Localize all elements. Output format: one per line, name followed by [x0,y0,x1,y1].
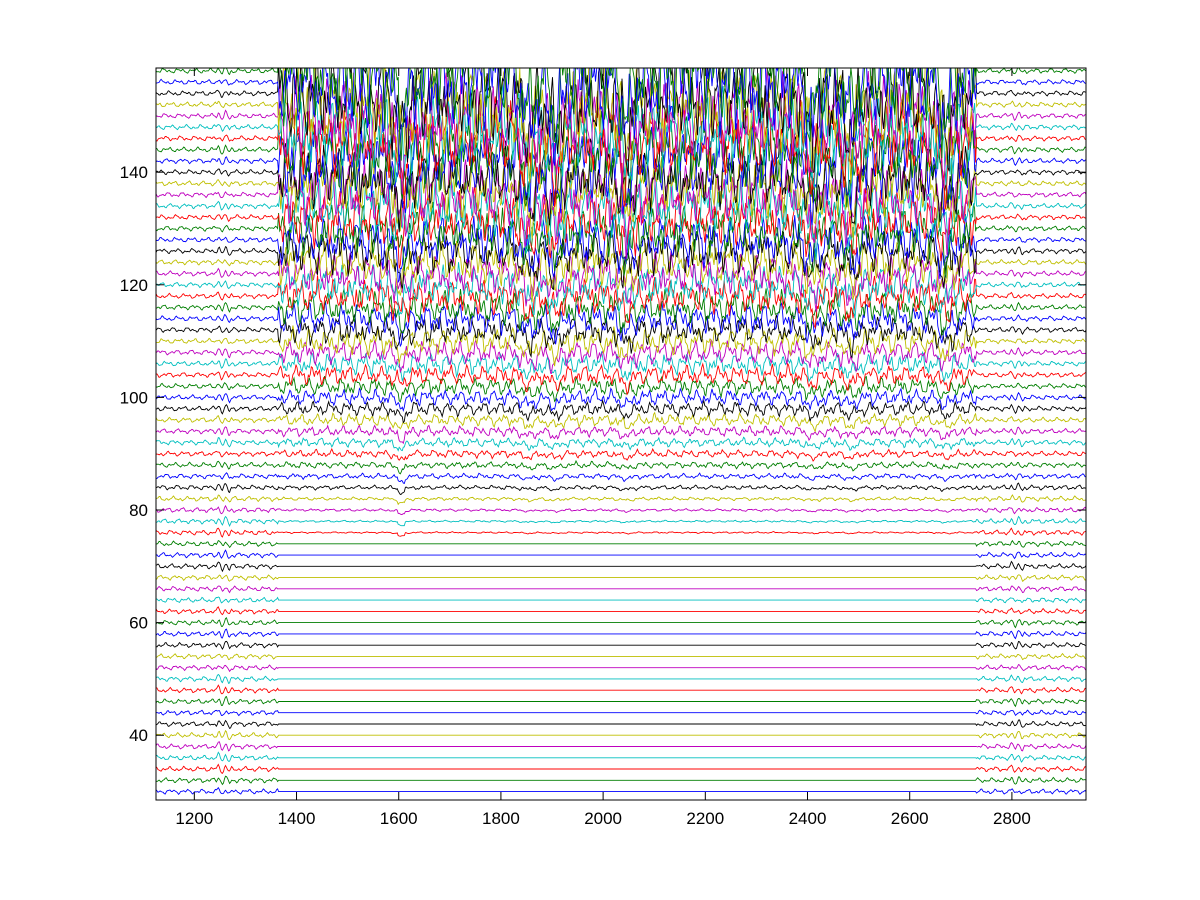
series-line-158 [156,68,1086,161]
series-line-58 [156,628,1086,640]
series-line-102 [156,375,1086,403]
series-line-72 [156,549,1086,560]
series-line-34 [156,763,1086,775]
series-line-46 [156,695,1086,708]
series-line-104 [156,362,1086,396]
series-line-138 [156,148,1086,239]
x-tick-label: 2600 [891,809,929,828]
series-line-36 [156,751,1086,763]
y-tick-label: 80 [129,501,148,520]
y-tick-label: 60 [129,614,148,633]
x-tick-label: 2400 [789,809,827,828]
series-line-54 [156,652,1086,661]
series-line-50 [156,673,1086,685]
series-line-148 [156,80,1086,198]
series-line-66 [156,585,1086,594]
series-line-94 [156,423,1086,445]
series-line-68 [156,574,1086,583]
series-line-80 [156,504,1086,515]
series-line-116 [156,288,1086,336]
series-line-48 [156,684,1086,695]
x-tick-label: 1400 [278,809,316,828]
series-line-108 [156,338,1086,374]
series-line-124 [156,238,1086,303]
x-axis-ticks: 1200 1400 1600 1800 2000 2200 2400 2600 2800 [175,68,1031,828]
series-line-128 [156,214,1086,284]
series-line-62 [156,606,1086,616]
series-line-98 [156,398,1086,424]
x-tick-label: 2800 [993,809,1031,828]
x-tick-label: 2200 [686,809,724,828]
series-group [156,68,1086,795]
series-line-40 [156,729,1086,741]
series-line-112 [156,313,1086,359]
series-line-92 [156,436,1086,452]
series-line-88 [156,459,1086,475]
y-tick-label: 120 [120,276,148,295]
series-line-114 [156,300,1086,348]
y-tick-label: 40 [129,726,148,745]
series-line-44 [156,709,1086,717]
series-line-152 [156,68,1086,184]
series-line-90 [156,447,1086,462]
series-line-84 [156,482,1086,496]
series-line-110 [156,325,1086,367]
series-line-100 [156,387,1086,413]
x-tick-label: 1600 [380,809,418,828]
plot-frame [155,67,1087,801]
series-line-30 [156,786,1086,795]
series-line-74 [156,539,1086,549]
series-line-60 [156,617,1086,629]
series-line-156 [156,68,1086,171]
series-line-64 [156,596,1086,604]
y-tick-label: 100 [120,388,148,407]
series-line-96 [156,411,1086,433]
x-tick-label: 1800 [482,809,520,828]
y-axis-ticks: 40 60 80 100 120 140 [120,163,1086,745]
series-line-52 [156,664,1086,673]
series-line-70 [156,560,1086,573]
x-tick-label: 2000 [584,809,622,828]
series-line-86 [156,472,1086,485]
series-line-38 [156,741,1086,752]
series-line-82 [156,494,1086,506]
x-tick-label: 1200 [175,809,213,828]
series-line-106 [156,350,1086,383]
y-tick-label: 140 [120,163,148,182]
series-line-42 [156,719,1086,730]
series-line-56 [156,640,1086,651]
series-line-78 [156,515,1086,527]
series-line-76 [156,527,1086,538]
series-line-32 [156,775,1086,786]
